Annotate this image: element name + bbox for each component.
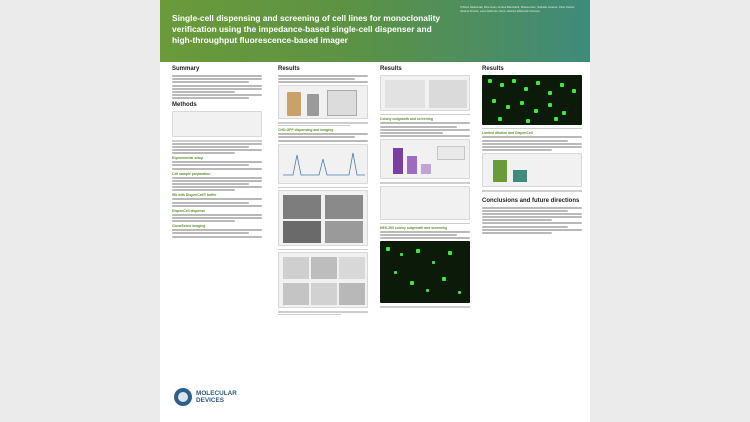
section-heading-results-b: Results (380, 66, 402, 72)
column-1: Summary Methods Experimental setup Cell … (172, 66, 262, 239)
dispencell-text (172, 213, 262, 223)
clonepix-text (172, 229, 262, 238)
methods-workflow-figure (172, 111, 262, 138)
section-heading-results-a: Results (278, 66, 300, 72)
results-a-intro (278, 75, 368, 84)
poster-title: Single-cell dispensing and screening of … (172, 13, 441, 45)
section-heading-results-c: Results (482, 66, 504, 72)
subheading-dispencell: DispenCell dispense (172, 208, 206, 213)
poster: Single-cell dispensing and screening of … (160, 0, 590, 422)
bar-chart-figure (380, 139, 470, 180)
cell-sample-text (172, 176, 262, 192)
colony-images-figure (278, 252, 368, 309)
column-4: Results Limited dilution and DispenCell (482, 66, 582, 235)
hek-colony-image-grid (380, 241, 470, 304)
subheading-clonepix: CloneSelect Imaging (172, 224, 206, 229)
cho-text (278, 133, 368, 142)
column-3: Results Colony outgrowth and screening H… (380, 66, 470, 309)
comparison-chart-figure (482, 153, 582, 188)
poster-authors: Thitinun Sattanurak, Dhar Huan, Andrea M… (460, 6, 576, 13)
dispense-trace-plot (283, 152, 365, 175)
section-heading-methods: Methods (172, 102, 197, 109)
summary-text (172, 75, 262, 100)
methods-text (172, 140, 262, 155)
plate-map-figure (380, 185, 470, 220)
logo-text: MOLECULAR DEVICES (196, 390, 237, 404)
colony-outgrowth-text (380, 122, 470, 138)
wb-dispense-text (172, 198, 262, 207)
subheading-wb-dispense: Wb with DispenCell® buffer (172, 193, 217, 198)
molecular-devices-logo: MOLECULAR DEVICES (174, 384, 240, 412)
subheading-experimental-setup: Experimental setup (172, 156, 204, 161)
well-image-grid-figure (278, 189, 368, 246)
results-c-fluorescence-figure (482, 75, 582, 125)
column-2: Results CHO-GFP dispensing and imaging (278, 66, 368, 316)
conclusions-text (482, 206, 582, 235)
subheading-hek-colony: HEK-293 colony outgrowth and screening (380, 225, 448, 230)
section-heading-summary: Summary (172, 66, 200, 72)
subheading-cho-dispensing: CHO-GFP dispensing and imaging (278, 128, 334, 133)
dispense-trace-figure (278, 143, 368, 184)
poster-header: Single-cell dispensing and screening of … (160, 0, 590, 62)
experimental-setup-text (172, 161, 262, 170)
hek-colony-text (380, 230, 470, 240)
section-heading-conclusions: Conclusions and future directions (482, 197, 580, 204)
results-b-top-figure (380, 75, 470, 111)
subheading-limited-dilution: Limited dilution and DispenCell (482, 131, 533, 136)
limited-dilution-text (482, 136, 582, 152)
instrument-photos-figure (278, 85, 368, 120)
molecular-devices-logo-icon (174, 388, 192, 406)
subheading-colony-outgrowth: Colony outgrowth and screening (380, 117, 433, 122)
subheading-cell-sample-prep: Cell sample preparation (172, 171, 211, 176)
